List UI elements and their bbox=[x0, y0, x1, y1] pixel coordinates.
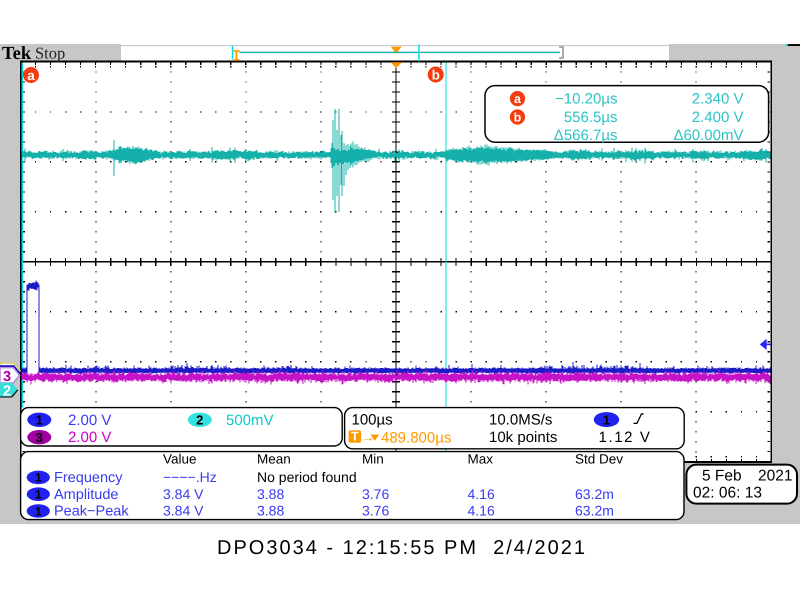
svg-text:1: 1 bbox=[603, 412, 610, 427]
svg-text:1: 1 bbox=[36, 412, 43, 427]
svg-text:3: 3 bbox=[36, 430, 43, 445]
svg-text:1: 1 bbox=[35, 504, 42, 518]
svg-text:489.800µs: 489.800µs bbox=[381, 429, 451, 446]
svg-text:Max: Max bbox=[468, 452, 494, 467]
svg-text:3.88: 3.88 bbox=[257, 486, 284, 502]
svg-text:Δ60.00mV: Δ60.00mV bbox=[673, 127, 743, 144]
svg-text:Frequency: Frequency bbox=[54, 470, 123, 486]
svg-text:3.76: 3.76 bbox=[362, 486, 389, 502]
svg-text:2.400 V: 2.400 V bbox=[692, 109, 744, 126]
svg-text:Tek: Tek bbox=[2, 44, 32, 64]
svg-text:DPO3034 - 12:15:55 PM 2/4/202: DPO3034 - 12:15:55 PM 2/4/2021 bbox=[217, 537, 587, 559]
svg-text:Value: Value bbox=[163, 452, 197, 467]
svg-text:500mV: 500mV bbox=[226, 412, 274, 429]
svg-text:Δ566.7µs: Δ566.7µs bbox=[554, 127, 618, 144]
svg-text:Mean: Mean bbox=[257, 452, 291, 467]
svg-text:Amplitude: Amplitude bbox=[54, 487, 118, 503]
svg-text:3: 3 bbox=[3, 369, 11, 385]
svg-text:2.340 V: 2.340 V bbox=[692, 91, 744, 108]
svg-text:556.5µs: 556.5µs bbox=[564, 109, 618, 126]
svg-text:3.84 V: 3.84 V bbox=[163, 486, 204, 502]
svg-text:No period found: No period found bbox=[257, 469, 357, 485]
svg-text:Stop: Stop bbox=[35, 44, 65, 63]
svg-text:2.00 V: 2.00 V bbox=[68, 429, 111, 446]
svg-text:T: T bbox=[351, 430, 359, 444]
svg-text:2021: 2021 bbox=[758, 467, 792, 484]
svg-text:3.84 V: 3.84 V bbox=[163, 503, 204, 519]
svg-text:b: b bbox=[514, 110, 522, 124]
svg-text:−−−−.Hz: −−−−.Hz bbox=[163, 469, 217, 485]
svg-text:Peak−Peak: Peak−Peak bbox=[54, 504, 129, 520]
svg-text:2: 2 bbox=[196, 412, 203, 427]
svg-text:3.88: 3.88 bbox=[257, 503, 284, 519]
svg-text:4.16: 4.16 bbox=[468, 486, 495, 502]
svg-text:10.0MS/s: 10.0MS/s bbox=[489, 412, 552, 429]
svg-text:2: 2 bbox=[3, 383, 11, 399]
svg-text:1: 1 bbox=[35, 488, 42, 502]
svg-text:2.00 V: 2.00 V bbox=[68, 412, 111, 429]
svg-text:100µs: 100µs bbox=[352, 412, 393, 429]
svg-text:b: b bbox=[432, 67, 440, 82]
svg-text:Min: Min bbox=[362, 452, 384, 467]
svg-text:4.16: 4.16 bbox=[468, 503, 495, 519]
svg-text:−10.20µs: −10.20µs bbox=[555, 91, 617, 108]
svg-text:5 Feb: 5 Feb bbox=[702, 467, 742, 484]
svg-text:Std Dev: Std Dev bbox=[575, 452, 623, 467]
svg-text:63.2m: 63.2m bbox=[575, 486, 614, 502]
svg-text:→: → bbox=[362, 430, 375, 445]
svg-text:1: 1 bbox=[35, 471, 42, 485]
svg-text:10k points: 10k points bbox=[489, 429, 557, 446]
svg-text:a: a bbox=[514, 92, 522, 106]
svg-text:1.12 V: 1.12 V bbox=[599, 429, 652, 446]
svg-text:a: a bbox=[27, 68, 35, 83]
svg-text:63.2m: 63.2m bbox=[575, 503, 614, 519]
svg-text:02: 06: 13: 02: 06: 13 bbox=[693, 484, 762, 501]
svg-text:3.76: 3.76 bbox=[362, 503, 389, 519]
